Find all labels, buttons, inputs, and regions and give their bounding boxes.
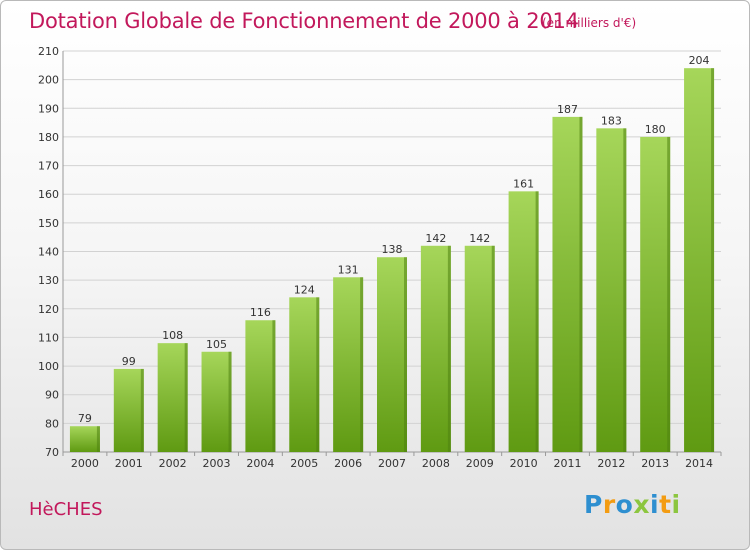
bar-shade	[711, 68, 715, 452]
y-tick-label: 170	[38, 160, 59, 173]
y-tick-label: 110	[38, 331, 59, 344]
bar-value-label: 124	[294, 283, 315, 296]
x-tick-label: 2013	[641, 457, 669, 470]
x-tick-label: 2012	[597, 457, 625, 470]
x-tick-label: 2010	[510, 457, 538, 470]
bar-value-label: 204	[689, 54, 710, 67]
x-tick-label: 2000	[71, 457, 99, 470]
bar	[201, 351, 232, 452]
y-tick-label: 180	[38, 131, 59, 144]
x-tick-label: 2014	[685, 457, 713, 470]
bar-value-label: 108	[162, 329, 183, 342]
x-tick-label: 2003	[203, 457, 231, 470]
bar-value-label: 79	[78, 412, 92, 425]
bar-value-label: 138	[382, 243, 403, 256]
bar-shade	[667, 136, 671, 452]
bar-value-label: 180	[645, 123, 666, 136]
bar	[640, 136, 671, 452]
logo-letter: x	[633, 490, 650, 519]
bar-shade	[491, 245, 495, 452]
bar-value-label: 116	[250, 306, 271, 319]
bar-shade	[140, 368, 144, 452]
y-tick-label: 200	[38, 74, 59, 87]
x-tick-label: 2007	[378, 457, 406, 470]
bar	[420, 245, 451, 452]
bar	[377, 257, 407, 452]
y-tick-label: 80	[45, 417, 59, 430]
bar-shade	[579, 116, 583, 452]
bar-value-label: 187	[557, 103, 578, 116]
bar	[464, 245, 495, 452]
bar	[113, 368, 144, 452]
bar-shade	[404, 257, 407, 452]
chart-title: Dotation Globale de Fonctionnement de 20…	[29, 9, 579, 33]
bar-value-label: 161	[513, 177, 534, 190]
bar	[333, 277, 364, 452]
bar-shade	[623, 128, 627, 452]
x-tick-label: 2011	[553, 457, 581, 470]
bar-value-label: 105	[206, 338, 227, 351]
bar-shade	[272, 320, 276, 452]
x-tick-label: 2009	[466, 457, 494, 470]
chart-subtitle: (en milliers d'€)	[542, 16, 637, 30]
proxiti-logo: Proxiti	[584, 490, 681, 519]
bar	[69, 426, 100, 452]
y-tick-label: 130	[38, 274, 59, 287]
commune-name: HèCHES	[29, 499, 103, 520]
bar	[596, 128, 627, 452]
y-tick-label: 140	[38, 246, 59, 259]
bar-value-label: 142	[469, 232, 490, 245]
bar-shade	[316, 297, 320, 452]
bar-shade	[447, 245, 451, 452]
y-tick-label: 150	[38, 217, 59, 230]
y-tick-label: 160	[38, 188, 59, 201]
bar	[289, 297, 320, 452]
logo-letter: i	[650, 490, 660, 519]
logo-letter: r	[602, 490, 616, 519]
bar-shade	[228, 351, 232, 452]
bar-shade	[360, 277, 364, 452]
x-tick-label: 2002	[159, 457, 187, 470]
y-tick-label: 210	[38, 45, 59, 58]
bar	[552, 116, 583, 452]
y-tick-label: 100	[38, 360, 59, 373]
bar-value-label: 99	[122, 355, 136, 368]
logo-letter: P	[584, 490, 603, 519]
logo-letter: o	[615, 490, 634, 519]
y-tick-label: 190	[38, 102, 59, 115]
x-tick-label: 2001	[115, 457, 143, 470]
bar	[157, 343, 188, 452]
bar	[245, 320, 276, 452]
logo-letter: t	[659, 490, 672, 519]
bar-shade	[184, 343, 188, 452]
bar-shade	[96, 426, 100, 452]
logo-letter: i	[671, 490, 681, 519]
x-tick-label: 2005	[290, 457, 318, 470]
bar	[684, 68, 715, 452]
y-tick-label: 70	[45, 446, 59, 459]
bar-value-label: 131	[338, 263, 359, 276]
y-tick-label: 120	[38, 303, 59, 316]
y-tick-label: 90	[45, 389, 59, 402]
x-tick-label: 2006	[334, 457, 362, 470]
bar-shade	[535, 191, 539, 452]
bar-value-label: 183	[601, 114, 622, 127]
x-tick-label: 2008	[422, 457, 450, 470]
x-tick-label: 2004	[246, 457, 274, 470]
bar	[508, 191, 539, 452]
bar-value-label: 142	[425, 232, 446, 245]
